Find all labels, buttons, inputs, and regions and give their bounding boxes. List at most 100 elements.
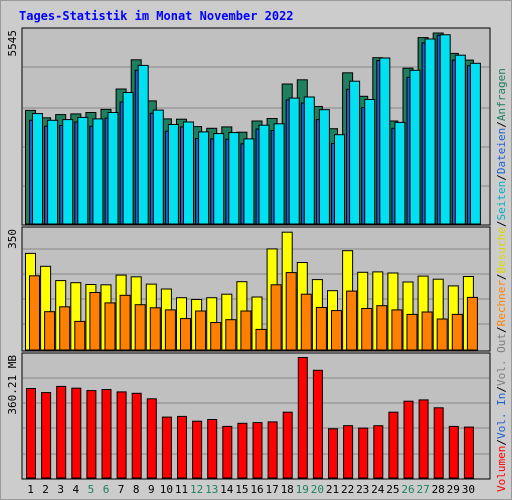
bar-top-s3-day-26: [409, 69, 421, 225]
bar-top-s3-day-21: [334, 134, 345, 225]
bar-bottom-s3-day-10: [161, 416, 172, 479]
bar-middle-s2-day-18: [285, 272, 297, 351]
bar-bottom-s3-day-18: [282, 411, 293, 479]
bar-bottom-s3-day-1: [26, 388, 36, 479]
bar-bottom-s3-day-4: [71, 387, 82, 479]
bar-top-s3-day-10: [167, 124, 179, 225]
bar-middle-s2-day-6: [104, 302, 116, 351]
bar-middle-s2-day-11: [180, 318, 191, 351]
legend-seiten: Seiten: [495, 181, 508, 221]
x-tick-label-day-27: 27: [416, 483, 429, 496]
bar-top-s3-day-27: [424, 38, 436, 225]
bar-bottom-s3-day-3: [56, 385, 67, 479]
legend-separator: /: [495, 326, 508, 333]
x-axis-ticks: 1 2 3 4 5 6 7 8 9 10 11 12 13 14 15 16 17 18 19 20 21 22 23 24 2…: [27, 483, 475, 496]
bar-middle-s2-day-23: [361, 308, 373, 351]
bar-top-s3-day-15: [243, 138, 255, 225]
bar-middle-s2-day-8: [134, 304, 146, 351]
bar-middle-s2-day-19: [300, 293, 312, 351]
bar-top-s3-day-22: [349, 80, 361, 225]
bar-middle-s2-day-4: [74, 320, 86, 351]
y-max-label-bottom: 360.21 MB: [6, 355, 19, 415]
legend-separator: /: [495, 273, 508, 280]
bar-middle-s2-day-2: [44, 311, 56, 351]
x-tick-label-day-8: 8: [133, 483, 140, 496]
bar-middle-s2-day-17: [270, 284, 282, 351]
panel-top: 5545: [6, 27, 491, 226]
bar-middle-s2-day-25: [391, 309, 403, 351]
bar-middle-s2-day-5: [89, 292, 101, 351]
legend-vol-in: Vol. In: [495, 393, 508, 439]
bar-top-s3-day-3: [62, 119, 74, 225]
bar-middle-s2-day-3: [59, 306, 71, 351]
bar-bottom-s3-day-30: [463, 426, 474, 479]
bar-top-s3-day-2: [47, 119, 59, 225]
bar-bottom-s3-day-2: [41, 392, 52, 479]
bar-top-s3-day-16: [258, 124, 270, 225]
x-tick-label-day-21: 21: [326, 483, 339, 496]
bar-bottom-s3-day-20: [312, 369, 323, 479]
y-max-label-middle: 350: [6, 229, 19, 249]
bar-bottom-s3-day-14: [222, 425, 233, 479]
x-tick-label-day-14: 14: [220, 483, 234, 496]
bar-middle-s2-day-27: [421, 311, 433, 351]
legend-separator: /: [495, 121, 508, 128]
x-tick-label-day-4: 4: [72, 483, 79, 496]
bar-bottom-s3-day-28: [433, 407, 444, 479]
bar-top-s3-day-14: [228, 132, 240, 225]
legend-dateien: Dateien: [495, 128, 508, 174]
bar-top-s3-day-17: [273, 123, 285, 225]
bar-middle-s2-day-1: [29, 275, 40, 351]
bar-bottom-s3-day-25: [388, 411, 399, 479]
panel-middle: 350: [6, 226, 491, 352]
legend-separator: /: [495, 220, 508, 227]
legend-besuche: Besuche: [495, 227, 508, 273]
bar-bottom-s3-day-12: [192, 420, 203, 479]
bar-bottom-s3-day-23: [358, 427, 369, 479]
x-tick-label-day-10: 10: [160, 483, 173, 496]
x-tick-label-day-20: 20: [311, 483, 324, 496]
bar-middle-s2-day-12: [195, 310, 207, 351]
x-tick-label-day-9: 9: [148, 483, 155, 496]
x-tick-label-day-7: 7: [118, 483, 125, 496]
bar-middle-s2-day-21: [331, 310, 342, 351]
bar-top-s3-day-25: [394, 121, 406, 225]
bar-bottom-s3-day-15: [237, 422, 248, 479]
bar-bottom-s3-day-9: [146, 398, 157, 479]
x-tick-label-day-1: 1: [27, 483, 34, 496]
x-tick-label-day-5: 5: [88, 483, 95, 496]
x-tick-label-day-25: 25: [386, 483, 399, 496]
bar-bottom-s3-day-7: [116, 391, 127, 479]
x-tick-label-day-17: 17: [265, 483, 278, 496]
bar-top-s3-day-23: [364, 99, 376, 225]
bar-bottom-s3-day-17: [267, 421, 278, 479]
bar-top-s3-day-8: [137, 64, 149, 225]
bar-middle-s2-day-13: [210, 322, 222, 351]
x-tick-label-day-26: 26: [401, 483, 414, 496]
bar-top-s3-day-18: [288, 97, 300, 225]
legend-vol-out: Vol. Out: [495, 333, 508, 386]
bar-top-s3-day-7: [122, 92, 134, 225]
bar-middle-s2-day-15: [240, 310, 252, 351]
bar-top-s3-day-13: [213, 133, 225, 225]
bar-bottom-s3-day-19: [297, 357, 308, 479]
x-tick-label-day-2: 2: [42, 483, 49, 496]
bar-bottom-s3-day-29: [448, 425, 459, 479]
x-tick-label-day-11: 11: [175, 483, 188, 496]
bar-top-s3-day-19: [303, 96, 315, 225]
bar-middle-s2-day-24: [376, 305, 388, 351]
bar-bottom-s3-day-13: [207, 419, 218, 479]
legend-separator: /: [495, 386, 508, 393]
bar-top-s3-day-5: [92, 118, 104, 225]
x-tick-label-day-24: 24: [371, 483, 385, 496]
chart-title: Tages-Statistik im Monat November 2022: [19, 9, 294, 23]
legend-separator: /: [495, 439, 508, 446]
panel-bottom: 360.21 MB: [6, 352, 491, 480]
bar-top-s3-day-1: [32, 113, 43, 225]
legend-separator: /: [495, 174, 508, 181]
x-tick-label-day-15: 15: [235, 483, 248, 496]
bar-top-s3-day-12: [198, 131, 210, 225]
x-tick-label-day-23: 23: [356, 483, 369, 496]
x-tick-label-day-16: 16: [250, 483, 263, 496]
